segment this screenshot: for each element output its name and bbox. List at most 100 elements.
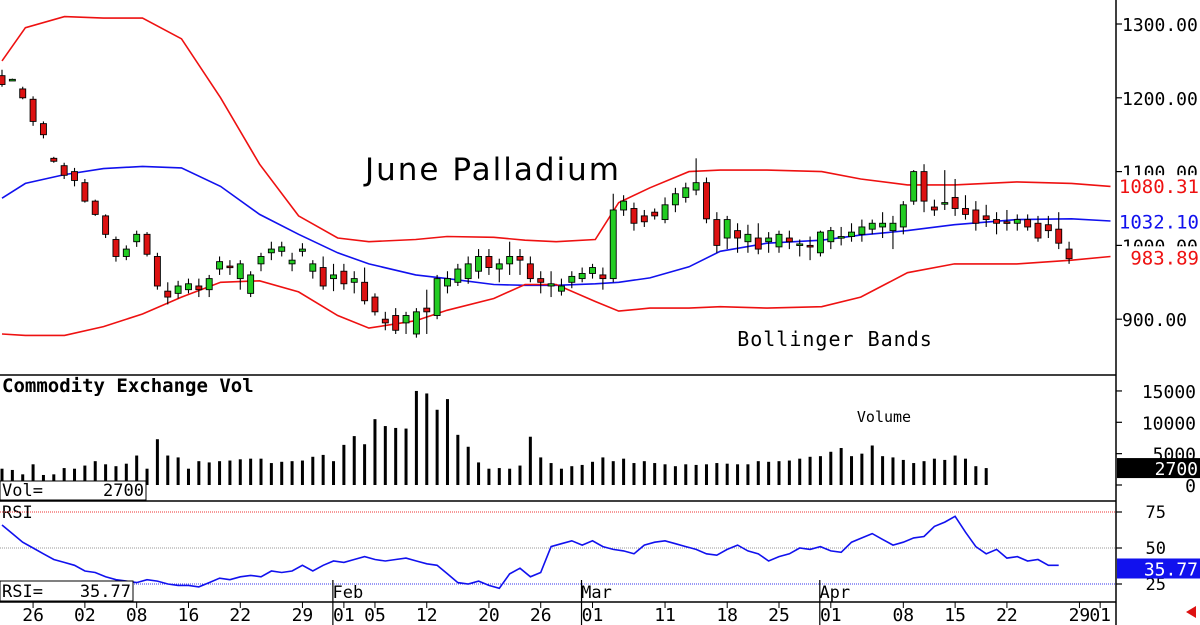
lower-bollinger-band — [1, 255, 1111, 337]
volume-bar — [207, 462, 211, 485]
rsi-current-label: 35.77 — [1144, 559, 1198, 580]
candle — [475, 249, 483, 279]
volume-bar — [818, 456, 822, 485]
volume-bar — [549, 463, 553, 485]
upper-bollinger-band — [1, 15, 1111, 243]
volume-bar — [798, 458, 802, 485]
volume-bar — [673, 466, 677, 485]
lower-band-line — [1, 255, 1111, 337]
volume-bar — [497, 468, 501, 485]
volume-bar — [943, 459, 947, 485]
volume-bar — [559, 468, 563, 485]
volume-bar — [580, 464, 584, 485]
volume-bar — [176, 457, 180, 485]
volume-bar — [984, 468, 988, 485]
volume-tick-label: 15000 — [1142, 382, 1196, 403]
volume-bar — [932, 458, 936, 485]
volume-bar — [466, 446, 470, 485]
volume-bar — [570, 466, 574, 485]
candle — [879, 212, 887, 239]
volume-bar — [311, 456, 315, 485]
candle — [19, 86, 27, 100]
rsi-current-badge — [1117, 558, 1200, 579]
rsi-readout: RSI= 35.77 — [0, 580, 134, 602]
candle — [682, 182, 690, 203]
date-tick-label: 16 — [178, 605, 200, 625]
volume-bar — [83, 465, 87, 485]
candle — [775, 230, 783, 253]
volume-bar — [632, 463, 636, 485]
price-tick-label: 1200.00 — [1122, 89, 1198, 110]
candle — [236, 260, 244, 290]
candle — [1055, 212, 1063, 250]
candle — [39, 121, 47, 139]
date-tick-label: 01 — [582, 605, 604, 625]
candle — [899, 201, 907, 235]
volume-readout: Vol= 2700 — [0, 480, 147, 501]
date-tick-label: 11 — [654, 605, 676, 625]
volume-bar — [414, 390, 418, 485]
volume-bar — [756, 461, 760, 485]
candle — [589, 263, 596, 279]
volume-current-badge — [1117, 458, 1200, 479]
date-tick-label: 02 — [74, 605, 96, 625]
panel-dividers — [0, 0, 1117, 625]
candle — [288, 252, 296, 272]
date-tick-label: 08 — [892, 605, 914, 625]
candle — [309, 260, 317, 279]
volume-bar — [953, 455, 957, 485]
date-tick-label: 26 — [22, 605, 44, 625]
candle — [889, 215, 897, 250]
candle — [298, 243, 306, 257]
volume-bar — [300, 460, 304, 485]
volume-bar — [477, 462, 481, 485]
candle — [433, 274, 441, 320]
date-tick-label: 22 — [229, 605, 251, 625]
volume-bar — [901, 459, 905, 485]
candle — [257, 252, 265, 272]
price-tick-label: 1300.00 — [1122, 15, 1198, 36]
scroll-left-arrow-icon[interactable] — [1186, 606, 1196, 618]
volume-bar — [704, 464, 708, 485]
candle — [858, 219, 866, 242]
volume-bar — [787, 460, 791, 485]
date-tick-label: 05 — [364, 605, 386, 625]
candle — [402, 311, 410, 334]
volume-bar — [912, 463, 916, 485]
candle — [692, 158, 700, 196]
volume-bar — [767, 461, 771, 485]
candle — [454, 263, 462, 286]
candle — [444, 271, 451, 294]
volume-bar — [653, 463, 657, 485]
candle — [723, 215, 731, 250]
volume-bar — [622, 458, 626, 485]
candle — [278, 241, 286, 257]
volume-bar — [373, 419, 377, 485]
volume-bar — [363, 444, 367, 485]
price-badge-label: 983.89 — [1130, 247, 1199, 269]
candle — [557, 278, 565, 296]
candle — [464, 256, 472, 284]
candle — [495, 258, 503, 283]
volume-bar — [383, 426, 387, 485]
candle — [381, 311, 389, 331]
candle — [102, 214, 110, 239]
candle — [827, 226, 835, 250]
price-badge: 1080.31 — [1117, 175, 1200, 198]
upper-band-line — [1, 15, 1111, 243]
volume-bar — [332, 461, 336, 485]
date-axis: 26 02 08 16 22 29 01 05 12 20 26 01 11 18 25 01 08 15 22 29… — [22, 580, 1111, 625]
rsi-line — [1, 515, 1059, 590]
volume-bar — [601, 457, 605, 485]
candle — [29, 96, 37, 126]
volume-readout-label: Vol= — [2, 481, 43, 501]
date-tick-label: 26 — [530, 605, 552, 625]
volume-bar — [404, 428, 408, 485]
candle — [185, 278, 192, 294]
candle — [71, 167, 78, 187]
candle — [8, 78, 16, 82]
volume-bar — [539, 457, 543, 485]
volume-bar — [249, 458, 253, 485]
volume-panel: Commodity Exchange Vol Volume 15000 10000… — [0, 375, 1200, 501]
candle — [806, 236, 814, 261]
